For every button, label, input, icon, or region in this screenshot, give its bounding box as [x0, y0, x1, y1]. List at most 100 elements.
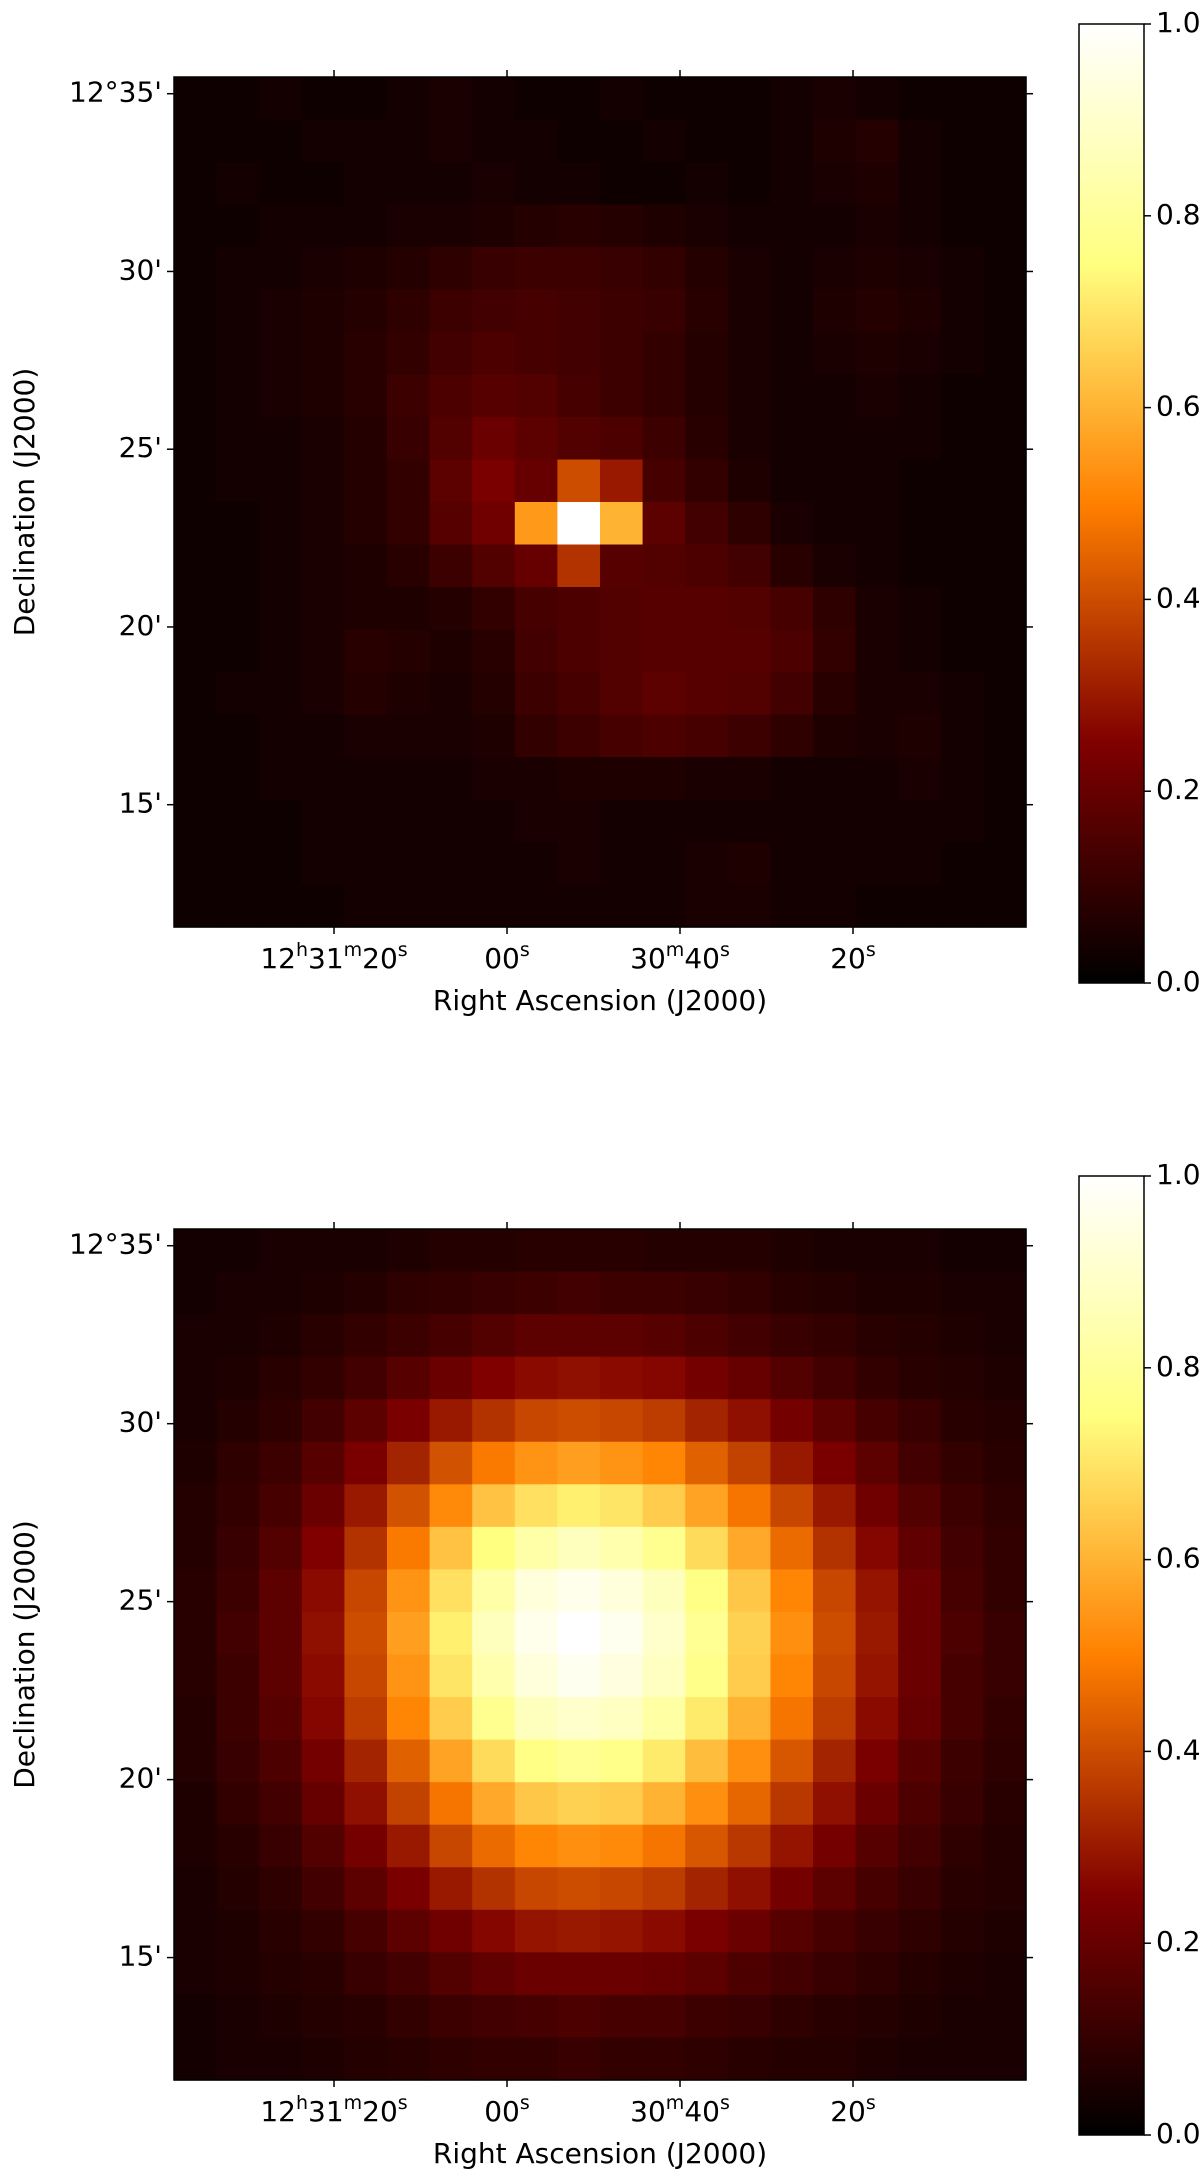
heatmap-cell: [216, 374, 260, 418]
heatmap-cell: [685, 1994, 729, 2039]
heatmap-cell: [813, 2037, 857, 2081]
heatmap-cell: [813, 714, 857, 758]
heatmap-cell: [514, 459, 558, 503]
heatmap-cell: [642, 714, 686, 758]
heatmap-cell: [727, 1824, 771, 1868]
heatmap-cell: [813, 1271, 857, 1315]
heatmap-cell: [727, 2037, 771, 2081]
heatmap-cell: [898, 374, 942, 418]
heatmap-cell: [557, 1569, 601, 1613]
heatmap-cell: [940, 459, 984, 503]
heatmap-cell: [813, 1782, 857, 1826]
heatmap-cell: [940, 1782, 984, 1826]
x-tick-label-part: s: [720, 939, 730, 961]
heatmap-cell: [344, 544, 388, 588]
heatmap-cell: [642, 502, 686, 546]
heatmap-cell: [429, 1441, 473, 1485]
heatmap-cell: [940, 162, 984, 206]
heatmap-cell: [855, 459, 899, 503]
heatmap-cell: [301, 1782, 345, 1826]
y-tick-label: 12°35': [69, 76, 162, 109]
heatmap-cell: [387, 587, 431, 631]
heatmap-cell: [983, 247, 1027, 291]
heatmap-cell: [727, 1526, 771, 1570]
heatmap-cell: [557, 417, 601, 461]
heatmap-cell: [813, 1611, 857, 1656]
heatmap-cell: [557, 1739, 601, 1783]
heatmap-cell: [472, 884, 516, 928]
heatmap-cell: [472, 1994, 516, 2039]
heatmap-cell: [813, 332, 857, 376]
heatmap-cell: [727, 1697, 771, 1741]
heatmap-cell: [429, 799, 473, 843]
heatmap-cell: [983, 884, 1027, 928]
heatmap-cell: [813, 757, 857, 801]
heatmap-cell: [344, 374, 388, 418]
heatmap-cell: [514, 672, 558, 716]
heatmap-cell: [727, 629, 771, 673]
heatmap-cell: [344, 1824, 388, 1868]
heatmap-cell: [727, 672, 771, 716]
heatmap-cell: [600, 757, 644, 801]
heatmap-cell: [727, 289, 771, 333]
heatmap-cell: [770, 672, 814, 716]
heatmap-cell: [174, 1739, 218, 1783]
heatmap-cell: [727, 119, 771, 163]
heatmap-cell: [514, 247, 558, 291]
heatmap-cell: [600, 842, 644, 886]
heatmap-cell: [301, 1611, 345, 1656]
heatmap-cell: [259, 672, 303, 716]
heatmap-cell: [898, 1526, 942, 1570]
heatmap-cell: [983, 1356, 1027, 1400]
heatmap-cell: [387, 1611, 431, 1656]
heatmap-cell: [387, 1867, 431, 1911]
heatmap-cell: [216, 1441, 260, 1485]
heatmap-cell: [855, 374, 899, 418]
heatmap-cell: [600, 502, 644, 546]
heatmap-cell: [813, 1994, 857, 2039]
x-tick-label: 00s: [484, 939, 530, 976]
heatmap-cell: [429, 757, 473, 801]
y-tick-label: 20': [119, 609, 162, 642]
heatmap-cell: [770, 1654, 814, 1698]
heatmap-cell: [642, 1867, 686, 1911]
heatmap-cell: [685, 374, 729, 418]
heatmap-cell: [472, 799, 516, 843]
heatmap-cell: [301, 672, 345, 716]
x-tick-label-part: s: [398, 2092, 408, 2114]
heatmap-cell: [600, 1654, 644, 1698]
heatmap-cell: [642, 544, 686, 588]
heatmap-cell: [727, 417, 771, 461]
heatmap-cell: [429, 2037, 473, 2081]
heatmap-cell: [344, 332, 388, 376]
heatmap-cell: [983, 1314, 1027, 1358]
heatmap-cell: [216, 417, 260, 461]
heatmap-cell: [472, 1654, 516, 1698]
heatmap-cell: [429, 1399, 473, 1443]
heatmap-cell: [855, 289, 899, 333]
heatmap-cell: [600, 1994, 644, 2039]
heatmap-cell: [472, 757, 516, 801]
heatmap-cell: [387, 77, 431, 121]
heatmap-cell: [770, 757, 814, 801]
heatmap-cell: [685, 1611, 729, 1656]
heatmap-cell: [514, 1824, 558, 1868]
heatmap-cell: [429, 1909, 473, 1953]
heatmap-cell: [472, 842, 516, 886]
heatmap-cell: [685, 417, 729, 461]
heatmap-cell: [514, 1952, 558, 1996]
heatmap-cell: [600, 714, 644, 758]
heatmap-cell: [259, 247, 303, 291]
heatmap-cell: [387, 1271, 431, 1315]
heatmap-cell: [898, 629, 942, 673]
heatmap-cell: [600, 544, 644, 588]
heatmap-cell: [813, 1654, 857, 1698]
heatmap-cell: [898, 119, 942, 163]
heatmap-cell: [344, 459, 388, 503]
heatmap-cell: [514, 1909, 558, 1953]
heatmap-cell: [727, 1441, 771, 1485]
heatmap-cell: [344, 672, 388, 716]
heatmap-cell: [983, 417, 1027, 461]
heatmap-cell: [983, 672, 1027, 716]
